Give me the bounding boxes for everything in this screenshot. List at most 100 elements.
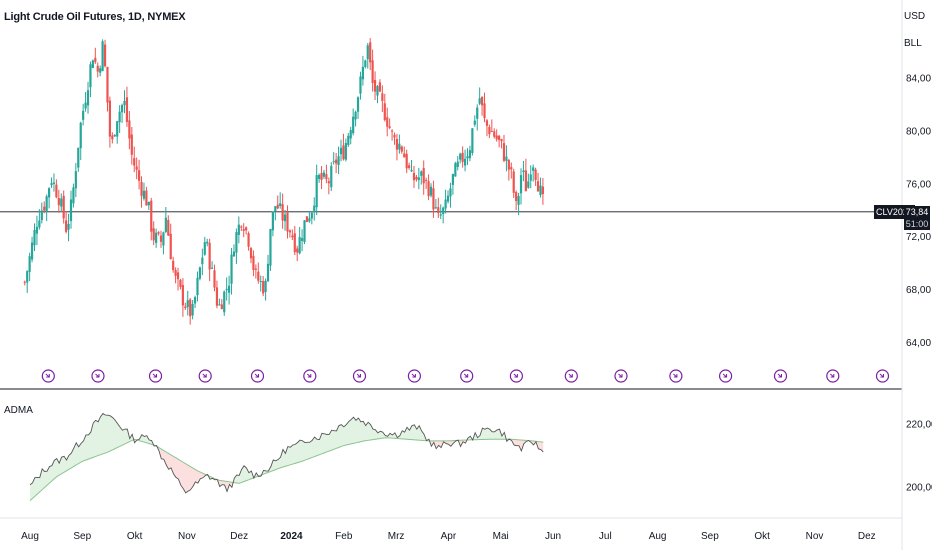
candle (123, 90, 126, 114)
candle (235, 228, 238, 264)
candle (198, 266, 202, 281)
adma-fill-segment (419, 425, 422, 441)
candle (293, 225, 296, 256)
candle (485, 119, 489, 137)
adma-fill-segment (95, 420, 99, 457)
adma-fill-segment (44, 471, 48, 488)
candle (74, 163, 77, 198)
candle (245, 226, 248, 235)
candle (408, 162, 411, 170)
candle (118, 105, 121, 133)
candle (335, 152, 338, 174)
candle (315, 164, 318, 216)
adma-fill-segment (120, 427, 123, 447)
candle (33, 223, 36, 252)
adma-fill-segment (222, 480, 225, 486)
adma-fill-segment (309, 440, 313, 459)
indicator-label[interactable]: ADMA (4, 405, 33, 416)
candle (412, 165, 416, 188)
countdown: 51:00 (905, 218, 929, 229)
adma-fill-segment (100, 413, 103, 455)
time-tick-label: Aug (649, 531, 667, 542)
adma-fill-segment (83, 434, 86, 461)
candle (349, 126, 352, 145)
time-tick-label: Dez (858, 531, 876, 542)
candle (371, 49, 374, 92)
candle (310, 211, 313, 225)
adma-fill-segment (300, 440, 303, 462)
adma-fill-segment (183, 462, 186, 493)
candle (162, 231, 165, 255)
candle (232, 244, 236, 257)
adma-fill-segment (173, 456, 176, 478)
unit-label[interactable]: BLL (904, 38, 922, 49)
candle (186, 290, 189, 316)
adma-fill-segment (112, 417, 116, 450)
candle (432, 180, 435, 218)
price-tick-label: 80,00 (906, 126, 931, 137)
event-marker (564, 369, 578, 383)
adma-fill-segment (234, 474, 237, 483)
adma-fill-segment (377, 431, 381, 439)
candle (167, 215, 170, 236)
candle (527, 173, 530, 189)
adma-fill-segment (200, 472, 203, 479)
adma-fill-segment (39, 468, 43, 492)
candle (91, 59, 94, 69)
adma-fill-segment (34, 477, 38, 497)
candle (427, 174, 430, 201)
candle (257, 262, 260, 284)
event-marker (148, 369, 163, 383)
adma-fill-segment (190, 466, 193, 490)
event-marker (91, 369, 105, 383)
candle (138, 159, 141, 190)
candle (495, 129, 498, 142)
adma-fill-segment (163, 450, 167, 465)
adma-fill-segment (168, 453, 172, 470)
candle (339, 139, 343, 162)
candle (308, 210, 311, 223)
candle (89, 61, 92, 98)
candle (376, 85, 379, 104)
candle (303, 220, 306, 245)
adma-fill-segment (88, 432, 91, 460)
adma-fill-segment (355, 418, 359, 443)
candle (125, 86, 129, 127)
candle (79, 121, 82, 160)
candle (269, 228, 272, 271)
candle (383, 93, 386, 122)
adma-fill-segment (540, 441, 544, 452)
candle (43, 201, 46, 214)
event-marker (303, 369, 317, 383)
candle (116, 120, 119, 144)
candle (473, 115, 476, 127)
candle (420, 170, 423, 185)
candle (35, 215, 39, 246)
adma-fill-segment (494, 429, 498, 440)
candle (189, 297, 192, 325)
adma-fill-segment (448, 440, 451, 447)
candle (106, 66, 109, 112)
candle (541, 177, 545, 205)
time-tick-label: Jun (545, 531, 561, 542)
currency-label[interactable]: USD (904, 11, 926, 22)
adma-fill-segment (192, 468, 196, 487)
candle (208, 238, 211, 282)
adma-fill-segment (241, 465, 245, 483)
candle (252, 250, 255, 277)
candle (130, 127, 133, 165)
adma-fill-segment (244, 465, 247, 482)
candle (247, 231, 250, 251)
candle (300, 229, 304, 252)
candle (108, 96, 112, 148)
candle (26, 270, 29, 293)
adma-fill-segment (107, 415, 111, 453)
candle (174, 267, 177, 284)
candle (393, 132, 396, 145)
candle (536, 172, 540, 192)
adma-fill-segment (365, 422, 369, 441)
candle (505, 145, 508, 172)
candle (264, 278, 267, 301)
candle (201, 248, 204, 276)
